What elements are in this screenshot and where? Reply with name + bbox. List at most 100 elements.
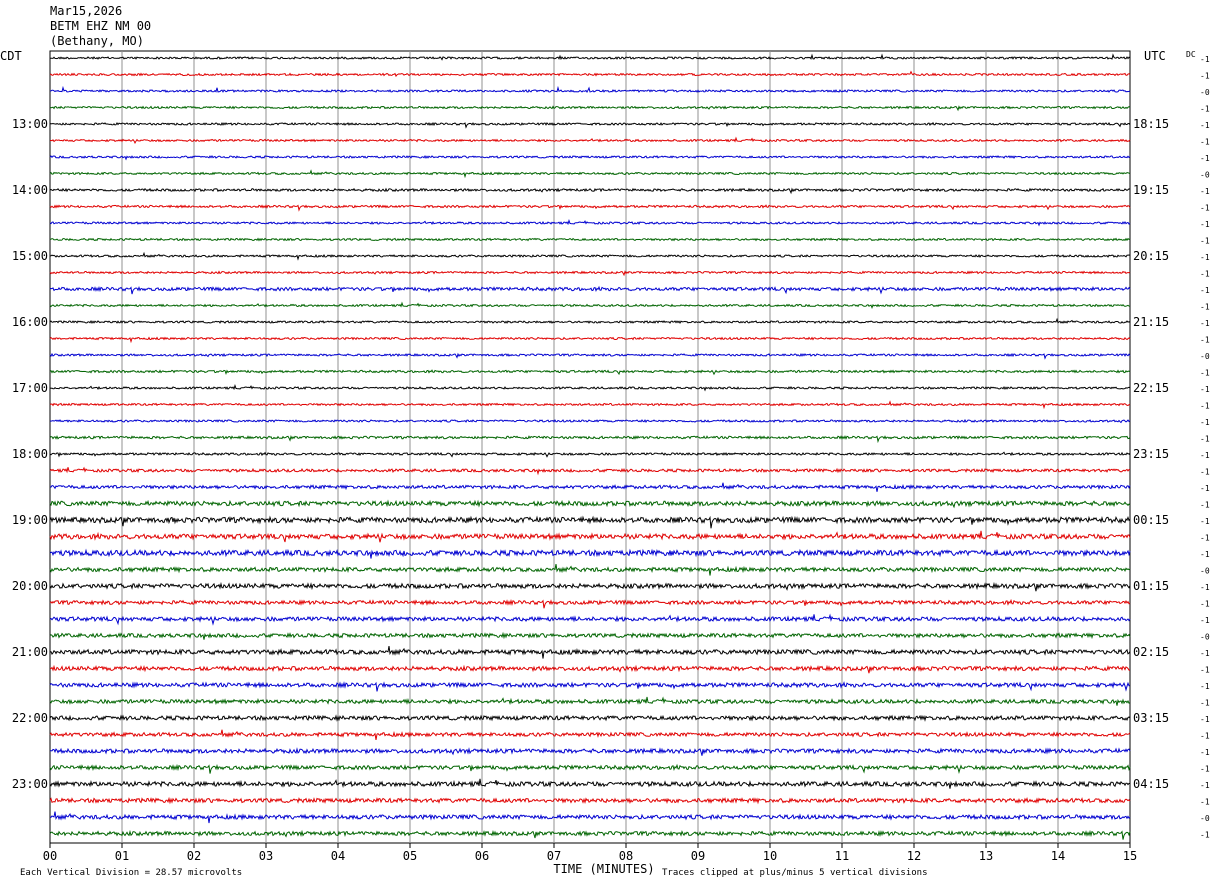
trace-line — [49, 681, 1131, 692]
dc-offset-label: -1 — [1200, 484, 1210, 493]
trace-line — [49, 548, 1131, 559]
dc-offset-label: -1 — [1200, 303, 1210, 312]
dc-offset-label: -1 — [1200, 831, 1210, 840]
x-tick-label: 10 — [763, 849, 777, 863]
dc-offset-label: -1 — [1200, 154, 1210, 163]
trace-line — [49, 530, 1131, 543]
right-hour-label: 19:15 — [1133, 183, 1169, 197]
right-hour-label: 01:15 — [1133, 579, 1169, 593]
dc-offset-label: -1 — [1200, 715, 1210, 724]
trace-line — [49, 435, 1131, 444]
left-hour-label: 14:00 — [12, 183, 48, 197]
right-timezone-label: UTC — [1144, 49, 1166, 63]
dc-offset-label: -1 — [1200, 286, 1210, 295]
left-hour-label: 18:00 — [12, 447, 48, 461]
left-hour-label: 21:00 — [12, 645, 48, 659]
dc-offset-label: -1 — [1200, 237, 1210, 246]
dc-offset-label: -1 — [1200, 468, 1210, 477]
trace-line — [49, 369, 1131, 376]
trace-line — [49, 729, 1131, 740]
footer-scale-note: Each Vertical Division = 28.57 microvolt… — [20, 868, 242, 878]
dc-offset-label: -0 — [1200, 171, 1210, 180]
left-hour-label: 20:00 — [12, 579, 48, 593]
trace-line — [49, 466, 1131, 476]
trace-line — [49, 219, 1131, 227]
dc-offset-label: -1 — [1200, 748, 1210, 757]
trace-line — [49, 85, 1131, 93]
dc-offset-label: -1 — [1200, 699, 1210, 708]
x-tick-label: 03 — [259, 849, 273, 863]
left-hour-label: 15:00 — [12, 249, 48, 263]
trace-line — [49, 564, 1131, 576]
trace-line — [49, 778, 1131, 789]
left-hour-label: 13:00 — [12, 117, 48, 131]
dc-offset-label: -0 — [1200, 352, 1210, 361]
trace-line — [49, 598, 1131, 609]
x-tick-label: 14 — [1051, 849, 1065, 863]
trace-line — [49, 515, 1131, 529]
trace-line — [49, 646, 1131, 659]
x-tick-label: 12 — [907, 849, 921, 863]
x-tick-label: 08 — [619, 849, 633, 863]
x-tick-label: 15 — [1123, 849, 1137, 863]
trace-line — [49, 237, 1131, 242]
dc-offset-label: -1 — [1200, 253, 1210, 262]
left-hour-label: 19:00 — [12, 513, 48, 527]
left-timezone-label: CDT — [0, 49, 22, 63]
x-tick-label: 07 — [547, 849, 561, 863]
trace-line — [49, 384, 1131, 392]
trace-line — [49, 121, 1131, 129]
dc-offset-label: -1 — [1200, 121, 1210, 130]
dc-offset-label: -1 — [1200, 732, 1210, 741]
trace-line — [49, 418, 1131, 424]
trace-line — [49, 631, 1131, 640]
dc-offset-label: -1 — [1200, 187, 1210, 196]
left-hour-label: 16:00 — [12, 315, 48, 329]
left-hour-label: 22:00 — [12, 711, 48, 725]
right-hour-label: 22:15 — [1133, 381, 1169, 395]
dc-offset-label: -1 — [1200, 418, 1210, 427]
trace-line — [49, 482, 1131, 492]
dc-offset-label: -1 — [1200, 220, 1210, 229]
dc-offset-label: -1 — [1200, 55, 1210, 64]
dc-offset-label: -1 — [1200, 781, 1210, 790]
dc-offset-label: -0 — [1200, 88, 1210, 97]
right-hour-label: 20:15 — [1133, 249, 1169, 263]
trace-line — [49, 301, 1131, 309]
dc-offset-label: -1 — [1200, 765, 1210, 774]
dc-offset-label: -1 — [1200, 517, 1210, 526]
dc-offset-label: -1 — [1200, 682, 1210, 691]
trace-line — [49, 53, 1131, 61]
trace-line — [49, 499, 1131, 509]
x-tick-label: 11 — [835, 849, 849, 863]
dc-offset-label: -1 — [1200, 798, 1210, 807]
dc-offset-label: -1 — [1200, 270, 1210, 279]
trace-line — [49, 747, 1131, 756]
trace-line — [49, 714, 1131, 722]
dc-offset-label: -1 — [1200, 138, 1210, 147]
trace-line — [49, 613, 1131, 626]
trace-line — [49, 317, 1131, 325]
dc-offset-label: -1 — [1200, 550, 1210, 559]
trace-line — [49, 169, 1131, 179]
x-tick-label: 05 — [403, 849, 417, 863]
trace-line — [50, 136, 1131, 144]
dc-offset-label: -0 — [1200, 814, 1210, 823]
trace-line — [49, 270, 1131, 277]
dc-offset-label: -1 — [1200, 501, 1210, 510]
trace-line — [49, 105, 1131, 112]
trace-line — [49, 811, 1131, 824]
trace-line — [49, 352, 1131, 360]
dc-offset-label: -1 — [1200, 435, 1210, 444]
trace-line — [49, 154, 1131, 161]
dc-offset-label: -1 — [1200, 616, 1210, 625]
dc-offset-label: -1 — [1200, 600, 1210, 609]
x-axis-title: TIME (MINUTES) — [553, 862, 654, 876]
right-hour-label: 02:15 — [1133, 645, 1169, 659]
date-label: Mar15,2026 — [50, 4, 123, 18]
station-label: BETM EHZ NM 00 — [50, 19, 152, 33]
dc-offset-label: -0 — [1200, 633, 1210, 642]
trace-line — [49, 581, 1131, 592]
right-hour-label: 00:15 — [1133, 513, 1169, 527]
